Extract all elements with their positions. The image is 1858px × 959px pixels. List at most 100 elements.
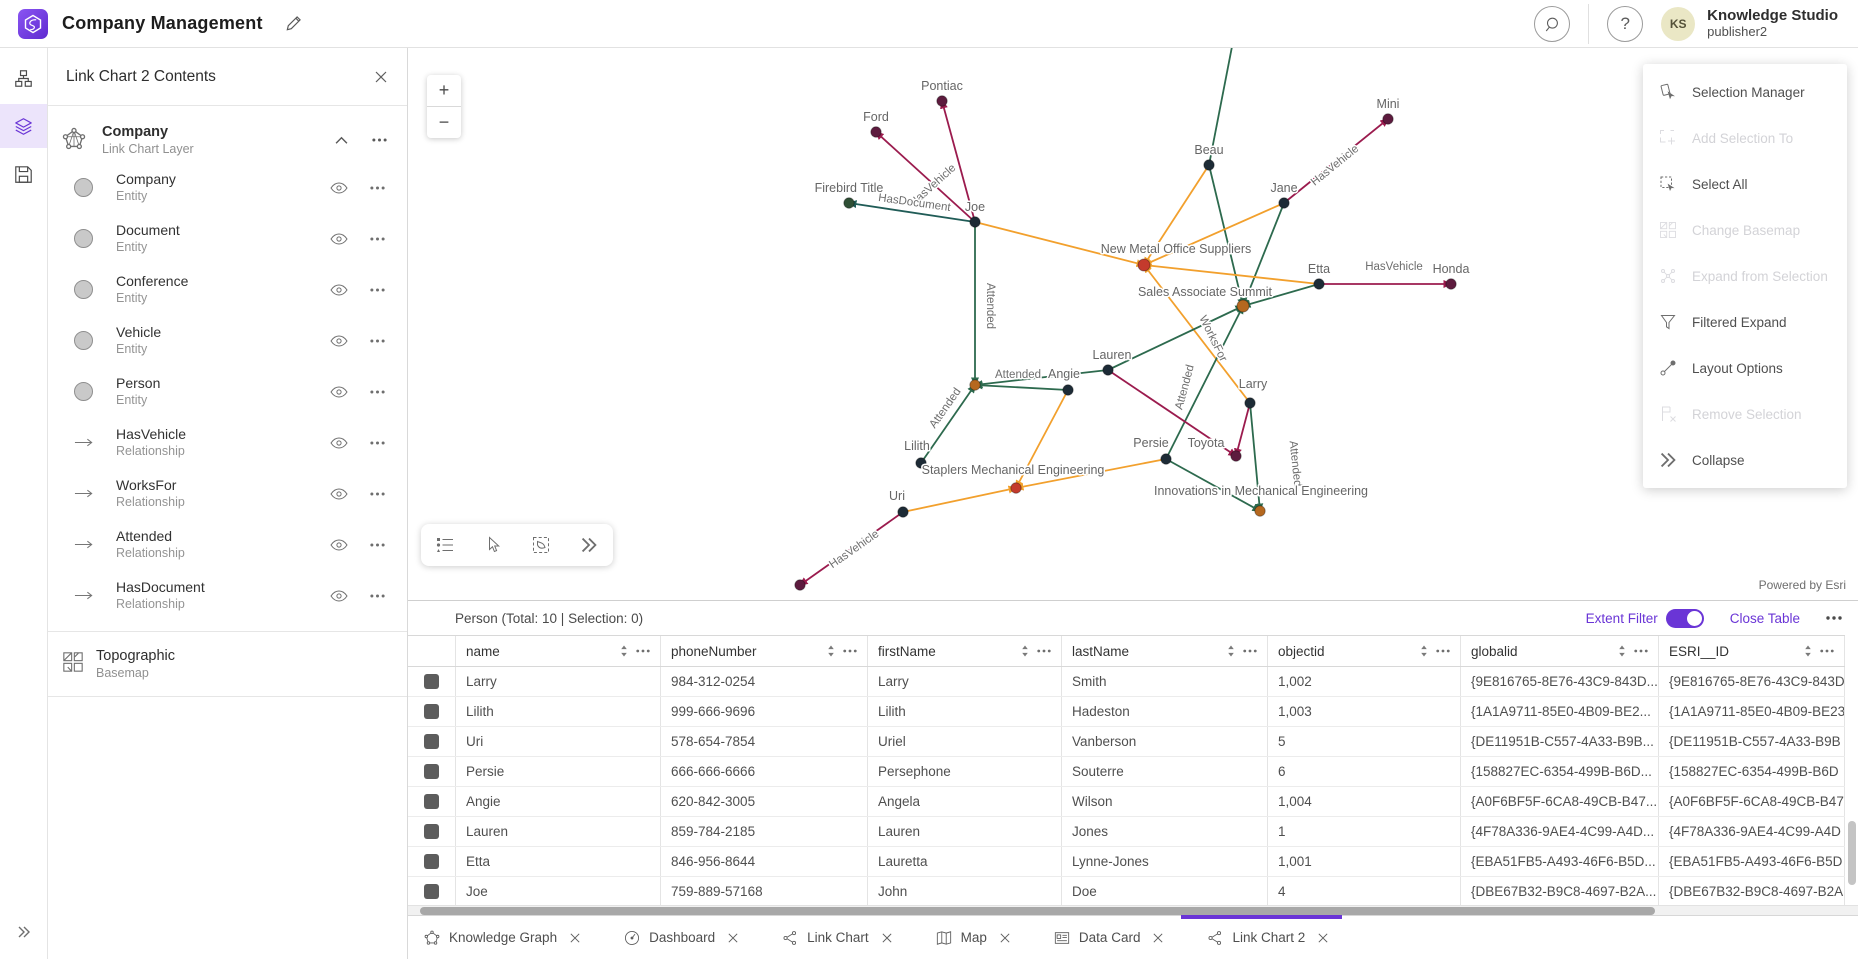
close-panel-button[interactable] <box>375 71 387 83</box>
tab-link-chart[interactable]: Link Chart <box>782 916 892 959</box>
row-checkbox[interactable] <box>424 704 439 719</box>
layer-item-options-button[interactable] <box>370 390 385 394</box>
graph-edge-attended-lilith-conf14[interactable] <box>920 383 976 464</box>
menu-item-selection-manager[interactable]: Selection Manager <box>1643 69 1847 115</box>
column-options-button[interactable] <box>1436 649 1450 653</box>
graph-node-beau[interactable] <box>1203 159 1215 171</box>
column-options-button[interactable] <box>1243 649 1257 653</box>
graph-node-persie[interactable] <box>1160 453 1172 465</box>
graph-node-offveh[interactable] <box>794 579 806 591</box>
layer-item-options-button[interactable] <box>370 441 385 445</box>
graph-node-staplers[interactable] <box>1010 482 1022 494</box>
graph-edge-attended-jane-sas[interactable] <box>1242 202 1285 308</box>
tab-close-button[interactable] <box>1318 932 1328 943</box>
graph-node-joe[interactable] <box>969 216 981 228</box>
graph-node-toyota[interactable] <box>1230 450 1242 462</box>
column-options-button[interactable] <box>636 649 650 653</box>
layer-item-attended[interactable]: Attended Relationship <box>48 519 407 570</box>
layer-item-options-button[interactable] <box>370 594 385 598</box>
column-header-firstName[interactable]: firstName <box>868 636 1062 666</box>
sort-button[interactable] <box>1021 645 1029 657</box>
visibility-toggle-button[interactable] <box>330 538 348 551</box>
row-checkbox[interactable] <box>424 674 439 689</box>
graph-node-uri[interactable] <box>897 506 909 518</box>
graph-edge-hasvehicle-larry-toyota[interactable] <box>1234 402 1251 458</box>
column-header-ESRI__ID[interactable]: ESRI__ID <box>1659 636 1845 666</box>
visibility-toggle-button[interactable] <box>330 283 348 296</box>
tab-data-card[interactable]: Data Card <box>1054 916 1164 959</box>
visibility-toggle-button[interactable] <box>330 232 348 245</box>
graph-node-innov[interactable] <box>1254 505 1266 517</box>
column-header-objectid[interactable]: objectid <box>1268 636 1461 666</box>
table-row[interactable]: Persie 666-666-6666 Persephone Souterre 6 {15… <box>408 757 1845 787</box>
table-row[interactable]: Lauren 859-784-2185 Lauren Jones 1 {4F78A336-… <box>408 817 1845 847</box>
column-header-lastName[interactable]: lastName <box>1062 636 1268 666</box>
visibility-toggle-button[interactable] <box>330 181 348 194</box>
row-checkbox[interactable] <box>424 854 439 869</box>
graph-edge-attended-larry-innov[interactable] <box>1249 402 1264 513</box>
column-options-button[interactable] <box>1820 649 1834 653</box>
rail-item-contents[interactable] <box>0 104 47 148</box>
graph-edge-worksfor-beau-nmos[interactable] <box>1143 164 1210 267</box>
graph-node-lauren[interactable] <box>1102 364 1114 376</box>
legend-list-button[interactable] <box>436 536 454 554</box>
rail-item-save[interactable] <box>0 152 47 196</box>
graph-node-honda[interactable] <box>1445 278 1457 290</box>
table-row[interactable]: Uri 578-654-7854 Uriel Vanberson 5 {DE11951B-… <box>408 727 1845 757</box>
avatar[interactable]: KS <box>1661 6 1696 41</box>
graph-edge-worksfor-larry-nmos[interactable] <box>1143 263 1251 404</box>
extent-filter-toggle[interactable] <box>1665 608 1704 628</box>
collapse-panel-button[interactable] <box>0 915 47 949</box>
visibility-toggle-button[interactable] <box>330 334 348 347</box>
graph-node-larry[interactable] <box>1244 397 1256 409</box>
layer-group-options-button[interactable] <box>372 138 387 142</box>
search-button[interactable] <box>1534 5 1571 42</box>
tab-close-button[interactable] <box>1153 932 1163 943</box>
visibility-toggle-button[interactable] <box>330 436 348 449</box>
layer-item-hasdocument[interactable]: HasDocument Relationship <box>48 570 407 621</box>
graph-node-angie[interactable] <box>1062 384 1074 396</box>
graph-edge-worksfor-persie-staplers[interactable] <box>1014 458 1167 491</box>
menu-item-filtered-expand[interactable]: Filtered Expand <box>1643 299 1847 345</box>
tab-map[interactable]: Map <box>936 916 1010 959</box>
graph-node-lilith[interactable] <box>915 457 927 469</box>
close-table-link[interactable]: Close Table <box>1729 610 1800 626</box>
menu-item-collapse[interactable]: Collapse <box>1643 437 1847 483</box>
visibility-toggle-button[interactable] <box>330 589 348 602</box>
layer-item-conference[interactable]: Conference Entity <box>48 264 407 315</box>
graph-edge-attended-beau-sas[interactable] <box>1208 164 1246 308</box>
menu-item-layout-options[interactable]: Layout Options <box>1643 345 1847 391</box>
layer-item-worksfor[interactable]: WorksFor Relationship <box>48 468 407 519</box>
graph-edge-hasdocument-joe-firebird[interactable] <box>847 200 976 223</box>
zoom-out-button[interactable]: − <box>427 107 461 138</box>
graph-edge-worksfor-angie-staplers[interactable] <box>1015 389 1069 490</box>
collapse-group-button[interactable] <box>335 136 348 145</box>
sort-button[interactable] <box>1227 645 1235 657</box>
graph-edge-worksfor-etta-nmos[interactable] <box>1142 261 1320 285</box>
menu-item-select-all[interactable]: Select All <box>1643 161 1847 207</box>
sort-button[interactable] <box>1618 645 1626 657</box>
table-row[interactable]: Larry 984-312-0254 Larry Smith 1,002 {9E81676… <box>408 667 1845 697</box>
graph-edge-attended-lauren-conf14[interactable] <box>973 369 1109 389</box>
column-header-globalid[interactable]: globalid <box>1461 636 1659 666</box>
tab-knowledge-graph[interactable]: Knowledge Graph <box>424 916 580 959</box>
graph-node-nmos[interactable] <box>1137 258 1151 272</box>
row-checkbox[interactable] <box>424 794 439 809</box>
layer-item-document[interactable]: Document Entity <box>48 213 407 264</box>
rail-item-data-model[interactable] <box>0 56 47 100</box>
graph-edge-attended-persie-sas[interactable] <box>1165 304 1244 460</box>
tab-link-chart-2[interactable]: Link Chart 2 <box>1181 914 1343 959</box>
graph-edge-attended-etta-sas[interactable] <box>1241 283 1320 308</box>
basemap-row[interactable]: Topographic Basemap <box>48 632 407 697</box>
table-options-button[interactable] <box>1826 616 1842 620</box>
graph-edge-worksfor-jane-nmos[interactable] <box>1142 202 1285 266</box>
tab-close-button[interactable] <box>882 932 892 943</box>
table-row[interactable]: Lilith 999-666-9696 Lilith Hadeston 1,003 {1A… <box>408 697 1845 727</box>
sort-button[interactable] <box>1420 645 1428 657</box>
tab-close-button[interactable] <box>570 932 580 943</box>
graph-node-etta[interactable] <box>1313 278 1325 290</box>
graph-edge-hasvehicle-joe-pontiac[interactable] <box>940 99 976 223</box>
select-pointer-button[interactable] <box>484 536 502 554</box>
row-checkbox[interactable] <box>424 734 439 749</box>
column-header-phoneNumber[interactable]: phoneNumber <box>661 636 868 666</box>
